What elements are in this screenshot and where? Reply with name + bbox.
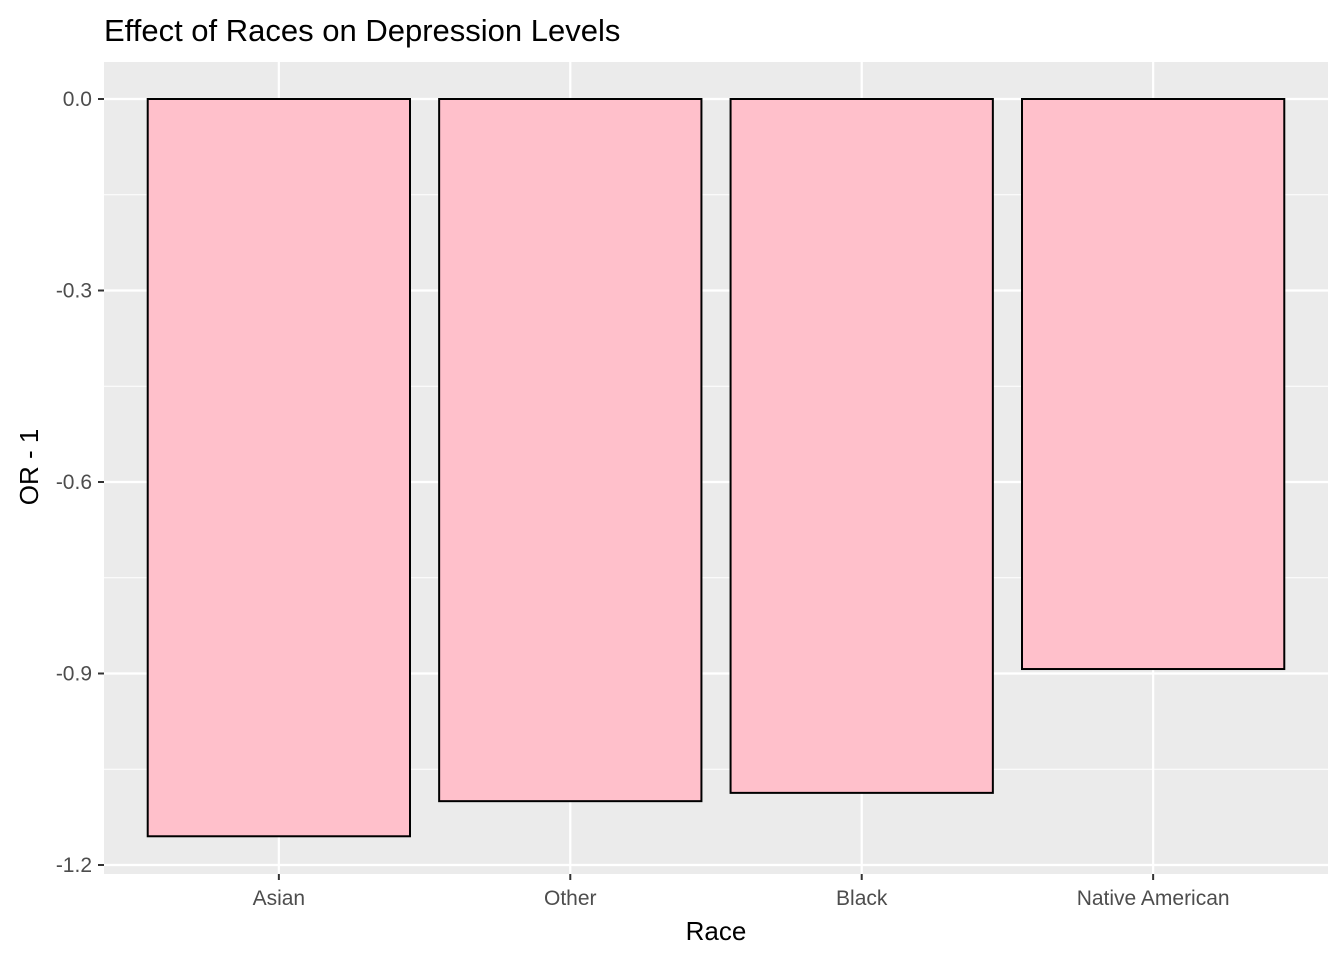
bar-black — [729, 98, 994, 794]
y-tick-label: -0.9 — [56, 663, 92, 686]
bar-asian — [146, 98, 411, 838]
bar-native-american — [1021, 98, 1286, 671]
x-axis: Asian Other Black Native American — [253, 874, 1230, 910]
y-axis: 0.0 -0.3 -0.6 -0.9 -1.2 — [56, 88, 104, 877]
bar-other — [438, 98, 703, 803]
y-tick-label: -0.6 — [56, 471, 92, 494]
y-tick-label: -0.3 — [56, 280, 92, 303]
x-tick-label: Asian — [253, 887, 306, 910]
y-tick-label: 0.0 — [63, 88, 92, 111]
y-tick-label: -1.2 — [56, 854, 92, 877]
chart-title: Effect of Races on Depression Levels — [104, 13, 620, 48]
bars — [146, 98, 1286, 838]
x-tick-label: Other — [544, 887, 597, 910]
x-tick-label: Native American — [1077, 887, 1230, 910]
y-axis-title: OR - 1 — [14, 429, 44, 506]
x-axis-title: Race — [686, 916, 747, 946]
x-tick-label: Black — [836, 887, 888, 910]
